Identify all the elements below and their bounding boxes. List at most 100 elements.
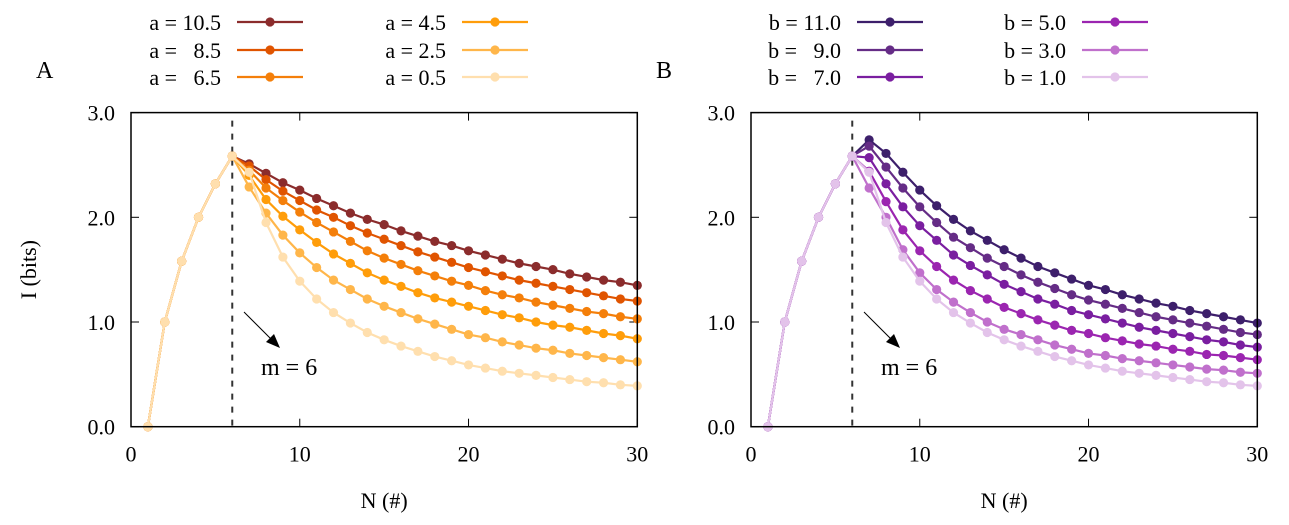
legend-item: b = 5.0 [1004, 10, 1148, 35]
data-point [413, 266, 423, 276]
data-point [379, 275, 389, 285]
data-point [413, 346, 423, 356]
data-point [1235, 340, 1246, 350]
data-point [1185, 374, 1195, 385]
data-point [362, 214, 372, 224]
data-point [1100, 284, 1111, 295]
data-point [615, 355, 626, 365]
data-point [864, 153, 874, 163]
legend-marker [1110, 45, 1120, 55]
data-point [898, 202, 908, 212]
data-point [1168, 360, 1178, 370]
data-point [261, 175, 271, 185]
data-point [1117, 354, 1127, 364]
data-point [948, 297, 959, 307]
data-point [261, 194, 271, 205]
data-point [598, 352, 609, 363]
data-point [1134, 307, 1144, 318]
legend-item: a = 6.5 [149, 65, 303, 90]
data-point [160, 317, 170, 327]
data-point [379, 335, 389, 345]
data-point [999, 245, 1009, 255]
data-point [1100, 314, 1111, 324]
y-tick-label: 3.0 [88, 101, 116, 126]
data-point [965, 260, 975, 271]
data-point [615, 380, 626, 390]
legend-label: a = 4.5 [385, 10, 446, 35]
data-point [1117, 290, 1127, 300]
data-point [480, 333, 491, 343]
data-point [463, 360, 474, 370]
data-point [582, 350, 592, 361]
data-point [932, 284, 942, 295]
data-point [1168, 328, 1178, 339]
panel-label: A [36, 58, 54, 84]
data-point [278, 195, 288, 206]
annotation-arrowhead [266, 334, 280, 348]
data-point [1050, 268, 1060, 278]
series-a-8.5 [143, 151, 642, 432]
data-point [345, 318, 355, 328]
data-point [565, 348, 575, 359]
legend-label: a = 6.5 [149, 65, 221, 90]
data-point [312, 237, 322, 248]
legend-item: a = 0.5 [385, 65, 528, 90]
series-b-7.0 [763, 151, 1262, 432]
data-point [1016, 341, 1026, 351]
data-point [531, 261, 541, 272]
y-tick-label: 2.0 [708, 205, 736, 230]
data-point [1050, 351, 1060, 362]
data-point [1033, 315, 1043, 325]
annotation-arrowhead [886, 334, 900, 348]
data-point [915, 202, 925, 212]
data-point [396, 341, 406, 351]
data-point [598, 291, 609, 301]
plot-frame [750, 111, 1259, 428]
data-point [210, 179, 220, 189]
data-point [1202, 321, 1212, 331]
data-point [965, 243, 975, 253]
data-point [379, 301, 389, 311]
panel-a: 0 10 20 30 0.0 1.0 2.0 3.0 m = 6 N (#) I (bits) Aa … [16, 10, 648, 513]
series-a-0.5 [143, 151, 642, 432]
data-point [548, 320, 558, 330]
data-point [1050, 340, 1060, 350]
data-point [413, 314, 423, 324]
series-line [146, 154, 638, 427]
data-point [1016, 253, 1026, 263]
series-line [146, 154, 638, 427]
series-b-1.0 [763, 151, 1262, 432]
data-point [598, 309, 609, 319]
y-tick-label: 0.0 [88, 415, 116, 440]
data-point [463, 280, 474, 290]
panel-b: 0 10 20 300.01.02.03.0m = 6N (#)Bb = 11.0b … [656, 10, 1268, 513]
data-point [312, 193, 322, 204]
legend-marker [265, 72, 275, 82]
data-point [1050, 299, 1060, 309]
data-point [898, 183, 908, 193]
data-point [1100, 299, 1111, 309]
y-axis-title: I (bits) [16, 240, 41, 299]
data-point [898, 225, 908, 235]
legend-marker [1110, 72, 1120, 82]
data-point [881, 162, 891, 172]
data-point [345, 221, 355, 231]
plot-frame [130, 111, 639, 428]
data-point [328, 201, 339, 211]
data-point [447, 240, 457, 251]
data-point [1016, 270, 1026, 280]
series-line [766, 154, 1258, 427]
data-point [1134, 368, 1144, 378]
legend-label: b = 3.0 [1004, 38, 1066, 63]
series-line [146, 153, 638, 427]
data-point [345, 258, 355, 268]
data-point [1235, 380, 1246, 390]
data-point [345, 208, 355, 218]
data-point [1083, 328, 1094, 339]
data-point [362, 268, 372, 278]
legend-label: b = 11.0 [769, 10, 841, 35]
data-point [1016, 329, 1026, 340]
data-point [480, 285, 491, 296]
data-point [244, 167, 254, 177]
data-point [948, 214, 959, 224]
